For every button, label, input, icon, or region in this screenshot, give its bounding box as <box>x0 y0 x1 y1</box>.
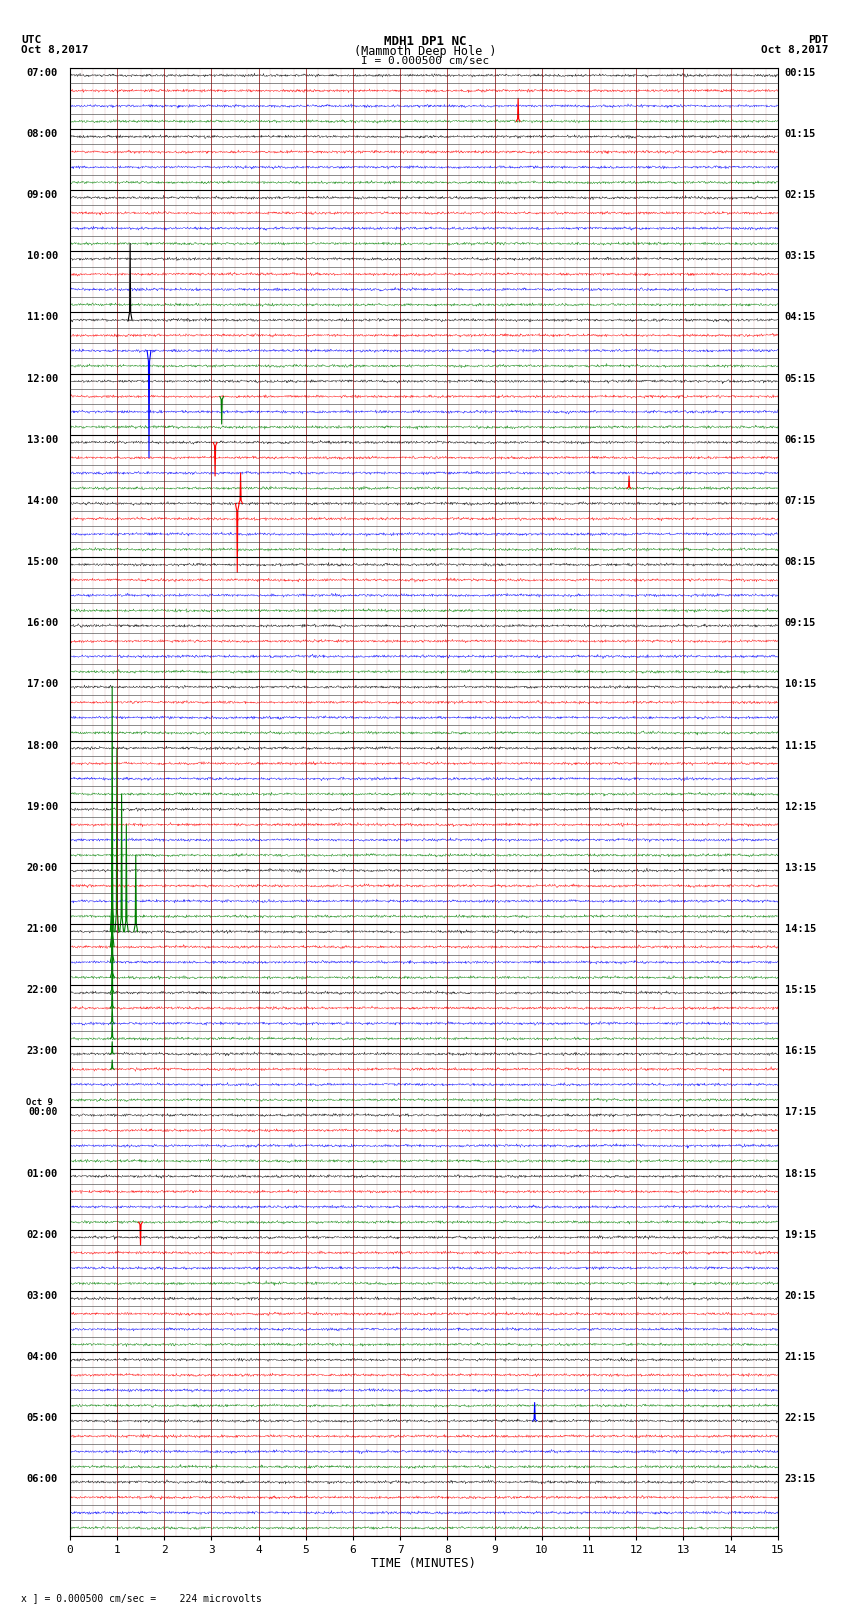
Text: 09:00: 09:00 <box>26 190 58 200</box>
Text: PDT: PDT <box>808 35 829 45</box>
Text: 23:00: 23:00 <box>26 1047 58 1057</box>
Text: 02:15: 02:15 <box>785 190 816 200</box>
Text: 15:15: 15:15 <box>785 986 816 995</box>
Text: 14:15: 14:15 <box>785 924 816 934</box>
Text: x ] = 0.000500 cm/sec =    224 microvolts: x ] = 0.000500 cm/sec = 224 microvolts <box>21 1594 262 1603</box>
Text: 02:00: 02:00 <box>26 1229 58 1240</box>
Text: 04:15: 04:15 <box>785 313 816 323</box>
Text: 01:00: 01:00 <box>26 1168 58 1179</box>
Text: 06:00: 06:00 <box>26 1474 58 1484</box>
Text: 04:00: 04:00 <box>26 1352 58 1361</box>
Text: 12:00: 12:00 <box>26 374 58 384</box>
Text: 07:15: 07:15 <box>785 495 816 506</box>
Text: Oct 9: Oct 9 <box>26 1098 58 1108</box>
Text: 08:15: 08:15 <box>785 556 816 568</box>
Text: UTC: UTC <box>21 35 42 45</box>
Text: 15:00: 15:00 <box>26 556 58 568</box>
Text: 19:15: 19:15 <box>785 1229 816 1240</box>
Text: 10:15: 10:15 <box>785 679 816 689</box>
Text: 00:15: 00:15 <box>785 68 816 77</box>
Text: I = 0.000500 cm/sec: I = 0.000500 cm/sec <box>361 56 489 66</box>
Text: 05:15: 05:15 <box>785 374 816 384</box>
Text: 20:15: 20:15 <box>785 1290 816 1302</box>
Text: 18:15: 18:15 <box>785 1168 816 1179</box>
Text: 13:00: 13:00 <box>26 436 58 445</box>
Text: 08:00: 08:00 <box>26 129 58 139</box>
Text: 17:00: 17:00 <box>26 679 58 689</box>
Text: MDH1 DP1 NC: MDH1 DP1 NC <box>383 35 467 48</box>
Text: 11:00: 11:00 <box>26 313 58 323</box>
Text: 12:15: 12:15 <box>785 802 816 811</box>
Text: 01:15: 01:15 <box>785 129 816 139</box>
Text: 16:15: 16:15 <box>785 1047 816 1057</box>
Text: 03:15: 03:15 <box>785 252 816 261</box>
Text: 11:15: 11:15 <box>785 740 816 750</box>
Text: 17:15: 17:15 <box>785 1108 816 1118</box>
Text: 13:15: 13:15 <box>785 863 816 873</box>
Text: Oct 8,2017: Oct 8,2017 <box>762 45 829 55</box>
Text: 05:00: 05:00 <box>26 1413 58 1423</box>
Text: 10:00: 10:00 <box>26 252 58 261</box>
Text: 20:00: 20:00 <box>26 863 58 873</box>
Text: Oct 8,2017: Oct 8,2017 <box>21 45 88 55</box>
Text: 09:15: 09:15 <box>785 618 816 627</box>
Text: 19:00: 19:00 <box>26 802 58 811</box>
Text: 06:15: 06:15 <box>785 436 816 445</box>
Text: 23:15: 23:15 <box>785 1474 816 1484</box>
Text: 18:00: 18:00 <box>26 740 58 750</box>
Text: 22:00: 22:00 <box>26 986 58 995</box>
X-axis label: TIME (MINUTES): TIME (MINUTES) <box>371 1558 476 1571</box>
Text: 21:00: 21:00 <box>26 924 58 934</box>
Text: 07:00: 07:00 <box>26 68 58 77</box>
Text: 03:00: 03:00 <box>26 1290 58 1302</box>
Text: 00:00: 00:00 <box>29 1108 58 1118</box>
Text: (Mammoth Deep Hole ): (Mammoth Deep Hole ) <box>354 45 496 58</box>
Text: 22:15: 22:15 <box>785 1413 816 1423</box>
Text: 14:00: 14:00 <box>26 495 58 506</box>
Text: 16:00: 16:00 <box>26 618 58 627</box>
Text: 21:15: 21:15 <box>785 1352 816 1361</box>
